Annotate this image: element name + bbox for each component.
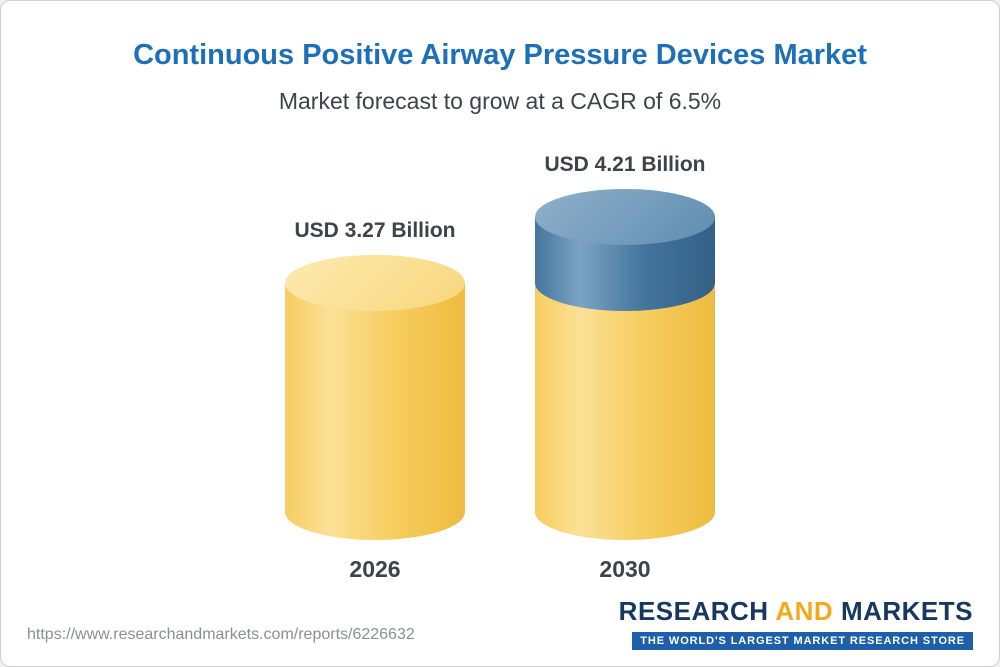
axis-label-2030: 2030: [599, 556, 651, 582]
chart-header: Continuous Positive Airway Pressure Devi…: [1, 1, 999, 115]
cylinder-2026-body: [285, 283, 465, 540]
cylinder-2026-top-ellipse: [285, 255, 465, 312]
bar-column-2030: USD 4.21 Billion 2030: [535, 153, 715, 583]
logo-wordmark: RESEARCH AND MARKETS: [619, 596, 973, 627]
axis-label-2026: 2026: [349, 556, 401, 582]
bar-chart: USD 3.27 Billion 2026 USD 4.21 Billion 2…: [1, 123, 999, 583]
report-url: https://www.researchandmarkets.com/repor…: [27, 626, 415, 643]
cylinder-2030: [535, 189, 715, 540]
footer: https://www.researchandmarkets.com/repor…: [27, 596, 973, 650]
logo-word-and: AND: [775, 596, 834, 626]
research-and-markets-logo: RESEARCH AND MARKETS THE WORLD'S LARGEST…: [619, 596, 973, 650]
page-subtitle: Market forecast to grow at a CAGR of 6.5…: [278, 88, 722, 114]
value-label-2026: USD 3.27 Billion: [294, 219, 456, 243]
page-title: Continuous Positive Airway Pressure Devi…: [133, 39, 867, 71]
cylinder-2030-top-ellipse: [535, 189, 715, 246]
cylinder-2026: [285, 255, 465, 540]
value-label-2030: USD 4.21 Billion: [544, 153, 706, 177]
logo-word-markets: MARKETS: [840, 596, 973, 626]
logo-word-research: RESEARCH: [618, 596, 769, 626]
bar-column-2026: USD 3.27 Billion 2026: [285, 219, 465, 583]
logo-tagline: THE WORLD'S LARGEST MARKET RESEARCH STOR…: [632, 632, 973, 650]
